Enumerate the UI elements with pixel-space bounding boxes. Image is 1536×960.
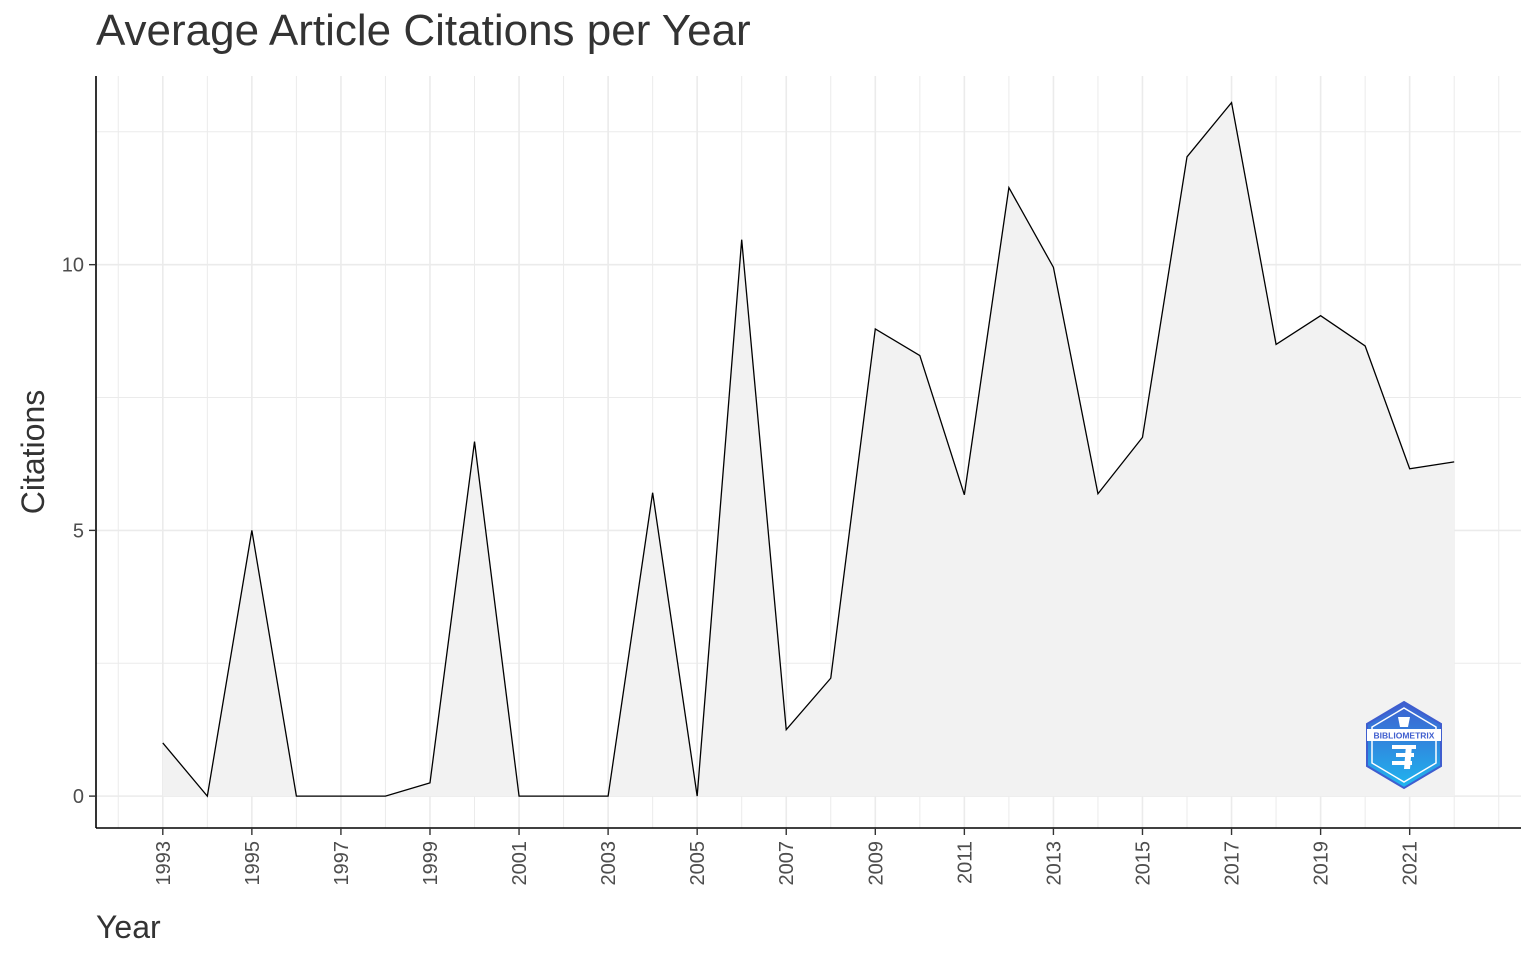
axes — [95, 76, 1521, 829]
data-point — [652, 492, 654, 494]
y-tick-label: 10 — [62, 255, 84, 277]
data-point — [830, 677, 832, 679]
data-point — [785, 729, 787, 731]
area-fill — [162, 102, 1455, 797]
data-point — [1364, 345, 1366, 347]
x-tick-label: 1993 — [153, 841, 175, 886]
data-point — [518, 795, 520, 797]
data-point — [1275, 343, 1277, 345]
x-tick-label: 1997 — [331, 841, 353, 886]
x-axis-title: Year — [96, 909, 161, 945]
x-tick-label: 2019 — [1311, 841, 1333, 886]
data-point — [429, 782, 431, 784]
logo-figure — [1392, 717, 1416, 769]
y-axis-ticks: 0 5 10 — [62, 255, 96, 808]
data-point — [1186, 156, 1188, 158]
data-point — [295, 795, 297, 797]
x-tick-label: 2015 — [1132, 841, 1154, 886]
data-point — [206, 795, 208, 797]
data-point — [251, 529, 253, 531]
x-tick-label: 2017 — [1222, 841, 1244, 886]
logo-text: BIBLIOMETRIX — [1374, 731, 1435, 741]
data-point — [1141, 436, 1143, 438]
x-tick-label: 2007 — [776, 841, 798, 886]
x-tick-label: 2013 — [1043, 841, 1065, 886]
y-tick-label: 0 — [73, 786, 84, 808]
data-point — [1453, 461, 1455, 463]
data-point — [1409, 468, 1411, 470]
data-point — [607, 795, 609, 797]
x-tick-label: 2009 — [865, 841, 887, 886]
data-point — [963, 494, 965, 496]
data-point — [384, 795, 386, 797]
x-tick-label: 2001 — [509, 841, 531, 886]
bibliometrix-logo: BIBLIOMETRIX — [1366, 700, 1442, 790]
data-point — [1097, 493, 1099, 495]
x-tick-label: 2005 — [687, 841, 709, 886]
x-tick-label: 1995 — [242, 841, 264, 886]
chart-title: Average Article Citations per Year — [96, 6, 751, 55]
logo-banner — [1367, 729, 1441, 741]
data-point — [1320, 315, 1322, 317]
logo-hexagon-inner — [1371, 707, 1437, 783]
y-axis-title: Citations — [15, 390, 51, 515]
data-point — [1231, 102, 1233, 104]
data-point — [696, 795, 698, 797]
data-point — [1008, 187, 1010, 189]
data-point — [874, 328, 876, 330]
x-axis-ticks: 1993 1995 1997 1999 2001 2003 2005 2007 2009 2011… — [153, 828, 1422, 886]
x-tick-label: 2011 — [954, 841, 976, 884]
x-tick-label: 1999 — [420, 841, 442, 886]
data-point — [563, 795, 565, 797]
series-line — [162, 101, 1455, 798]
x-tick-label: 2003 — [598, 841, 620, 886]
data-point — [474, 441, 476, 443]
data-point — [340, 795, 342, 797]
x-tick-label: 2021 — [1400, 841, 1422, 886]
data-point — [741, 239, 743, 241]
y-tick-label: 5 — [73, 520, 84, 542]
data-point — [162, 742, 164, 744]
data-point — [919, 355, 921, 357]
data-point — [1052, 266, 1054, 268]
